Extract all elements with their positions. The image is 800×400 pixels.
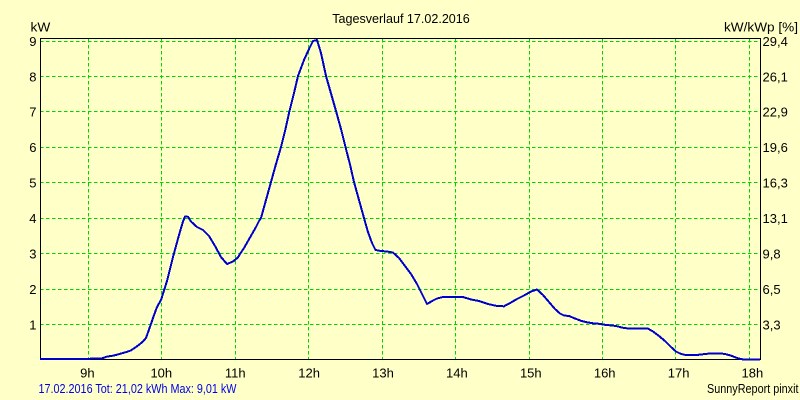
svg-text:13h: 13h	[372, 366, 394, 381]
svg-text:16h: 16h	[594, 366, 616, 381]
svg-text:11h: 11h	[225, 366, 246, 381]
svg-text:7: 7	[29, 105, 36, 120]
svg-text:14h: 14h	[446, 366, 468, 381]
svg-text:kW/kWp [%]: kW/kWp [%]	[724, 20, 798, 35]
svg-text:8: 8	[29, 70, 36, 85]
svg-text:13,1: 13,1	[763, 211, 788, 226]
svg-text:19,6: 19,6	[763, 140, 788, 155]
svg-text:12h: 12h	[298, 366, 320, 381]
svg-text:Tagesverlauf 17.02.2016: Tagesverlauf 17.02.2016	[332, 11, 470, 26]
svg-text:9h: 9h	[80, 366, 94, 381]
svg-text:26,1: 26,1	[763, 70, 788, 85]
svg-text:6,5: 6,5	[763, 282, 781, 297]
svg-text:4: 4	[29, 211, 36, 226]
svg-text:2: 2	[29, 282, 36, 297]
svg-text:29,4: 29,4	[763, 34, 788, 49]
svg-text:3,3: 3,3	[763, 318, 781, 333]
svg-text:22,9: 22,9	[763, 105, 788, 120]
svg-text:15h: 15h	[520, 366, 542, 381]
svg-text:9: 9	[29, 34, 36, 49]
svg-text:18h: 18h	[742, 366, 764, 381]
svg-text:9,8: 9,8	[763, 247, 781, 262]
svg-text:16,3: 16,3	[763, 176, 788, 191]
svg-text:5: 5	[29, 176, 36, 191]
svg-text:3: 3	[29, 247, 36, 262]
svg-text:kW: kW	[31, 20, 52, 35]
svg-text:17h: 17h	[668, 366, 690, 381]
svg-text:17.02.2016 Tot: 21,02 kWh Max:: 17.02.2016 Tot: 21,02 kWh Max: 9,01 kW	[39, 381, 238, 396]
svg-text:6: 6	[29, 140, 36, 155]
svg-text:10h: 10h	[150, 366, 172, 381]
svg-text:SunnyReport pinxit: SunnyReport pinxit	[707, 381, 799, 396]
svg-text:1: 1	[29, 318, 36, 333]
